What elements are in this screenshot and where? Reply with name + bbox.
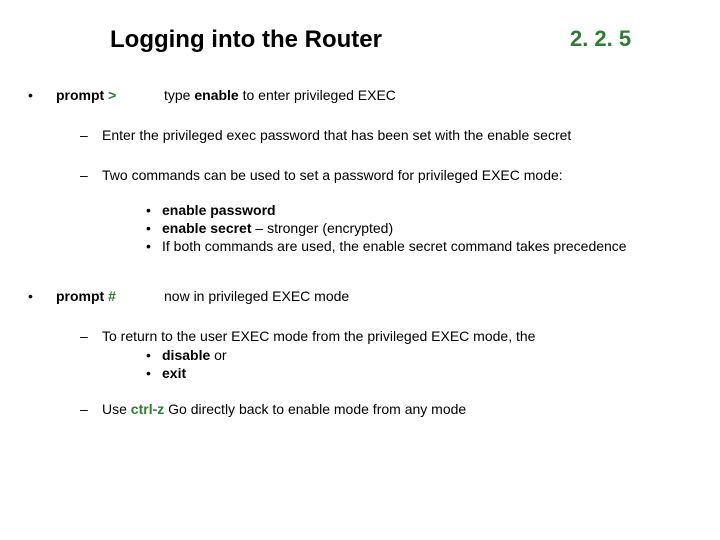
slide-content: • prompt > type enable to enter privileg… <box>28 86 692 418</box>
list-item: • enable secret – stronger (encrypted) <box>146 219 692 237</box>
desc-pre: type <box>164 87 194 103</box>
cmd-bold: exit <box>162 365 186 381</box>
list-item: • exit <box>146 364 692 382</box>
dash-marker: – <box>80 166 102 184</box>
cmd-rest: – stronger (encrypted) <box>252 220 394 236</box>
sub-list-1b: – To return to the user EXEC mode from t… <box>80 327 692 345</box>
ctrlz-pre: Use <box>102 401 131 417</box>
dash-marker: – <box>80 400 102 418</box>
sub-list-1: – Enter the privileged exec password tha… <box>80 126 692 184</box>
prompt-desc: type enable to enter privileged EXEC <box>164 86 396 104</box>
sub-text: Enter the privileged exec password that … <box>102 126 692 144</box>
sub-text-ctrlz: Use ctrl-z Go directly back to enable mo… <box>102 400 692 418</box>
list-item: • disable or <box>146 346 692 364</box>
cmd-enable-password: enable password <box>162 201 692 219</box>
dot-marker: • <box>146 364 162 382</box>
list-item: – Two commands can be used to set a pass… <box>80 166 692 184</box>
section-number: 2. 2. 5 <box>570 26 631 54</box>
cmd-rest: or <box>210 347 226 363</box>
ctrlz-bold: ctrl-z <box>131 401 164 417</box>
cmd-exit: exit <box>162 364 692 382</box>
dash-marker: – <box>80 126 102 144</box>
desc-bold: enable <box>194 87 238 103</box>
title-row: Logging into the Router 2. 2. 5 <box>0 26 720 54</box>
list-item: • enable password <box>146 201 692 219</box>
cmd-precedence: If both commands are used, the enable se… <box>162 237 692 255</box>
bullet-marker: • <box>28 86 56 104</box>
sub-text: Two commands can be used to set a passwo… <box>102 166 692 184</box>
cmd-bold: disable <box>162 347 210 363</box>
bullet-prompt-user: • prompt > type enable to enter privileg… <box>28 86 692 104</box>
list-item: – Use ctrl-z Go directly back to enable … <box>80 400 692 418</box>
list-item: – Enter the privileged exec password tha… <box>80 126 692 144</box>
dot-marker: • <box>146 201 162 219</box>
prompt-symbol-user: > <box>108 87 116 103</box>
dot-marker: • <box>146 346 162 364</box>
dot-marker: • <box>146 219 162 237</box>
page-title: Logging into the Router <box>110 26 382 54</box>
prompt-symbol-priv: # <box>108 288 116 304</box>
bullet-prompt-priv: • prompt # now in privileged EXEC mode <box>28 287 692 305</box>
sub-list-1c: – Use ctrl-z Go directly back to enable … <box>80 400 692 418</box>
prompt-label: prompt > <box>56 86 164 104</box>
sub-list-2b: • disable or • exit <box>146 346 692 382</box>
cmd-enable-secret: enable secret – stronger (encrypted) <box>162 219 692 237</box>
bullet-marker: • <box>28 287 56 305</box>
list-item: • If both commands are used, the enable … <box>146 237 692 255</box>
prompt-desc: now in privileged EXEC mode <box>164 287 349 305</box>
sub-list-2: • enable password • enable secret – stro… <box>146 201 692 256</box>
desc-post: to enter privileged EXEC <box>239 87 396 103</box>
dash-marker: – <box>80 327 102 345</box>
prompt-word: prompt <box>56 87 108 103</box>
dot-marker: • <box>146 237 162 255</box>
sub-text: To return to the user EXEC mode from the… <box>102 327 692 345</box>
cmd-disable: disable or <box>162 346 692 364</box>
cmd-bold: enable secret <box>162 220 252 236</box>
list-item: – To return to the user EXEC mode from t… <box>80 327 692 345</box>
prompt-label: prompt # <box>56 287 164 305</box>
ctrlz-post: Go directly back to enable mode from any… <box>164 401 466 417</box>
prompt-word: prompt <box>56 288 108 304</box>
